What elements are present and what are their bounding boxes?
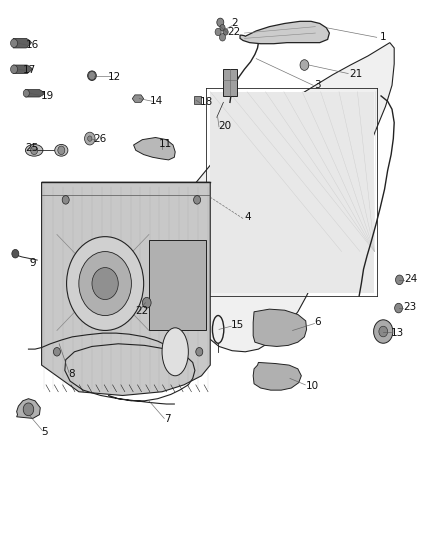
Polygon shape [13, 65, 32, 74]
Text: 16: 16 [25, 40, 39, 50]
Ellipse shape [162, 328, 188, 376]
Circle shape [53, 348, 60, 356]
Text: 19: 19 [41, 91, 54, 101]
Circle shape [396, 275, 403, 285]
Text: 20: 20 [218, 121, 231, 131]
Text: 8: 8 [68, 369, 74, 378]
Circle shape [196, 348, 203, 356]
Circle shape [23, 403, 34, 416]
Text: 13: 13 [391, 328, 404, 337]
Polygon shape [210, 92, 374, 293]
Text: 18: 18 [200, 98, 213, 107]
Circle shape [88, 71, 95, 80]
Text: 3: 3 [314, 80, 321, 90]
Text: 23: 23 [403, 302, 416, 312]
Circle shape [374, 320, 393, 343]
Circle shape [395, 303, 403, 313]
Circle shape [85, 132, 95, 145]
Text: 14: 14 [150, 96, 163, 106]
Circle shape [194, 196, 201, 204]
Circle shape [88, 136, 92, 141]
Text: 4: 4 [244, 213, 251, 222]
Text: 12: 12 [108, 72, 121, 82]
Text: 25: 25 [25, 143, 39, 153]
Text: 9: 9 [30, 259, 36, 268]
Circle shape [11, 39, 18, 47]
Text: 2: 2 [231, 19, 238, 28]
Circle shape [217, 18, 224, 27]
Circle shape [92, 268, 118, 300]
Circle shape [67, 237, 144, 330]
Circle shape [220, 25, 225, 31]
Polygon shape [240, 21, 329, 44]
Polygon shape [223, 69, 237, 96]
Text: 22: 22 [227, 27, 240, 37]
Text: 5: 5 [41, 427, 48, 437]
Circle shape [31, 146, 38, 155]
Polygon shape [134, 138, 175, 160]
Circle shape [223, 29, 228, 35]
Circle shape [379, 326, 388, 337]
FancyBboxPatch shape [194, 96, 201, 104]
Text: 26: 26 [93, 134, 106, 143]
Circle shape [11, 65, 18, 74]
Text: 17: 17 [23, 66, 36, 75]
Text: 6: 6 [314, 317, 321, 327]
Text: 1: 1 [380, 33, 387, 42]
Text: 15: 15 [231, 320, 244, 330]
Polygon shape [253, 309, 307, 346]
Text: 21: 21 [350, 69, 363, 78]
Ellipse shape [25, 144, 43, 156]
Polygon shape [17, 399, 40, 418]
Circle shape [58, 146, 65, 155]
Circle shape [62, 196, 69, 204]
Circle shape [12, 249, 19, 258]
Polygon shape [132, 95, 144, 102]
Circle shape [79, 252, 131, 316]
Ellipse shape [88, 71, 96, 80]
Circle shape [300, 60, 309, 70]
Text: 11: 11 [159, 139, 172, 149]
Polygon shape [13, 38, 32, 48]
Circle shape [219, 34, 226, 41]
Text: 24: 24 [404, 274, 417, 284]
Circle shape [142, 297, 151, 308]
Polygon shape [253, 362, 301, 390]
Circle shape [215, 28, 221, 36]
FancyBboxPatch shape [149, 240, 206, 330]
Ellipse shape [55, 144, 68, 156]
Polygon shape [188, 43, 394, 352]
Polygon shape [25, 90, 45, 97]
Circle shape [23, 90, 29, 97]
Polygon shape [42, 182, 210, 395]
Text: 22: 22 [135, 306, 148, 316]
Text: 7: 7 [164, 414, 170, 424]
Text: 10: 10 [306, 381, 319, 391]
